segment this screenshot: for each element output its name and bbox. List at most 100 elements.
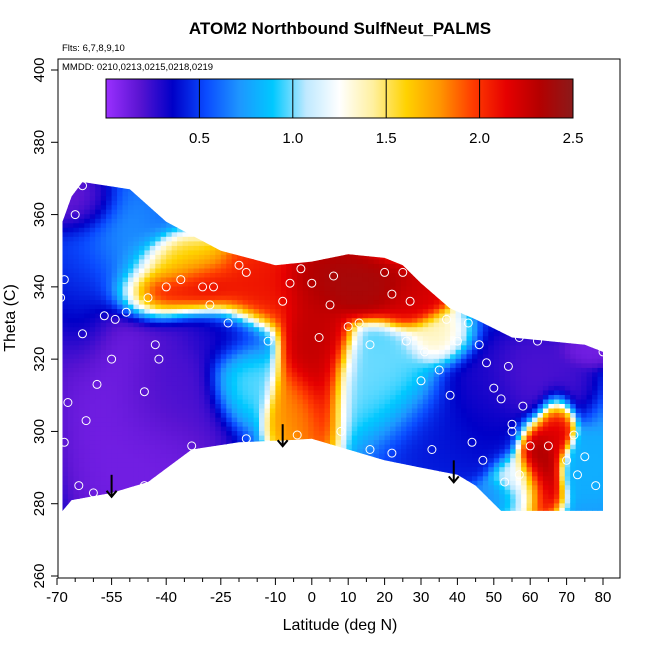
heatmap-cell xyxy=(357,435,364,441)
heatmap-cell xyxy=(155,362,162,368)
heatmap-cell xyxy=(89,444,96,450)
heatmap-cell xyxy=(62,475,69,481)
heatmap-cell xyxy=(340,453,347,459)
heatmap-cell xyxy=(215,322,222,328)
heatmap-cell xyxy=(209,222,216,228)
heatmap-cell xyxy=(248,204,255,210)
heatmap-cell xyxy=(155,448,162,454)
heatmap-cell xyxy=(193,191,200,197)
heatmap-cell xyxy=(248,407,255,413)
heatmap-cell xyxy=(368,326,375,332)
heatmap-cell xyxy=(73,502,80,508)
heatmap-cell xyxy=(269,484,276,490)
heatmap-cell xyxy=(67,313,74,319)
heatmap-cell xyxy=(330,358,337,364)
heatmap-cell xyxy=(390,245,397,251)
heatmap-cell xyxy=(215,398,222,404)
heatmap-cell xyxy=(340,231,347,237)
heatmap-cell xyxy=(237,227,244,233)
heatmap-cell xyxy=(100,367,107,373)
heatmap-cell xyxy=(215,439,222,445)
heatmap-cell xyxy=(144,385,151,391)
heatmap-cell xyxy=(138,471,145,477)
heatmap-cell xyxy=(357,358,364,364)
heatmap-cell xyxy=(368,466,375,472)
heatmap-cell xyxy=(89,394,96,400)
heatmap-cell xyxy=(150,173,156,178)
heatmap-cell xyxy=(209,322,216,328)
heatmap-cell xyxy=(351,331,358,337)
heatmap-cell xyxy=(275,407,282,413)
heatmap-cell xyxy=(67,484,74,490)
heatmap-cell xyxy=(286,195,293,201)
heatmap-cell xyxy=(215,412,222,418)
heatmap-cell xyxy=(78,326,85,332)
heatmap-cell xyxy=(111,398,118,404)
heatmap-cell xyxy=(138,326,145,332)
heatmap-cell xyxy=(259,353,266,359)
heatmap-cell xyxy=(199,349,206,355)
heatmap-cell xyxy=(242,430,249,436)
heatmap-cell xyxy=(177,385,184,391)
heatmap-cell xyxy=(253,290,260,296)
heatmap-cell xyxy=(242,421,249,427)
heatmap-cell xyxy=(351,385,358,391)
heatmap-cell xyxy=(210,521,216,526)
heatmap-cell xyxy=(379,439,386,445)
heatmap-cell xyxy=(373,308,380,314)
heatmap-cell xyxy=(357,493,364,499)
heatmap-cell xyxy=(160,326,167,332)
heatmap-cell xyxy=(204,362,211,368)
heatmap-cell xyxy=(111,340,118,346)
heatmap-cell xyxy=(313,507,320,511)
heatmap-cell xyxy=(313,231,320,237)
heatmap-cell xyxy=(237,430,244,436)
heatmap-cell xyxy=(193,376,200,382)
heatmap-cell xyxy=(84,462,91,468)
heatmap-cell xyxy=(182,471,189,477)
heatmap-cell xyxy=(226,344,233,350)
heatmap-cell xyxy=(308,489,315,495)
heatmap-cell xyxy=(286,209,293,215)
heatmap-cell xyxy=(111,222,118,228)
heatmap-cell xyxy=(128,182,135,188)
heatmap-cell xyxy=(220,380,227,386)
heatmap-cell xyxy=(226,304,233,310)
heatmap-cell xyxy=(128,453,135,459)
heatmap-cell xyxy=(291,299,298,305)
heatmap-cell xyxy=(193,349,200,355)
heatmap-cell xyxy=(253,335,260,341)
heatmap-cell xyxy=(280,313,287,319)
heatmap-cell xyxy=(280,191,287,197)
heatmap-cell xyxy=(297,209,304,215)
heatmap-cell xyxy=(149,195,156,201)
heatmap-cell xyxy=(390,394,397,400)
heatmap-cell xyxy=(253,371,260,377)
heatmap-cell xyxy=(346,209,353,215)
heatmap-cell xyxy=(259,448,266,454)
heatmap-cell xyxy=(199,380,206,386)
heatmap-cell xyxy=(78,367,85,373)
heatmap-cell xyxy=(182,498,189,504)
heatmap-cell xyxy=(264,213,271,219)
heatmap-cell xyxy=(155,295,162,301)
heatmap-cell xyxy=(73,412,80,418)
heatmap-cell xyxy=(89,340,96,346)
heatmap-cell xyxy=(231,326,238,332)
heatmap-cell xyxy=(308,453,315,459)
heatmap-cell xyxy=(95,484,102,490)
heatmap-cell xyxy=(401,507,408,511)
heatmap-cell xyxy=(346,267,353,273)
heatmap-cell xyxy=(95,209,102,215)
heatmap-cell xyxy=(215,475,222,481)
heatmap-cell xyxy=(100,331,107,337)
heatmap-cell xyxy=(308,254,315,260)
heatmap-cell xyxy=(204,308,211,314)
heatmap-cell xyxy=(166,407,173,413)
heatmap-cell xyxy=(302,209,309,215)
heatmap-cell xyxy=(155,358,162,364)
heatmap-cell xyxy=(89,448,96,454)
heatmap-cell xyxy=(291,326,298,332)
heatmap-cell xyxy=(346,245,353,251)
heatmap-cell xyxy=(340,493,347,499)
